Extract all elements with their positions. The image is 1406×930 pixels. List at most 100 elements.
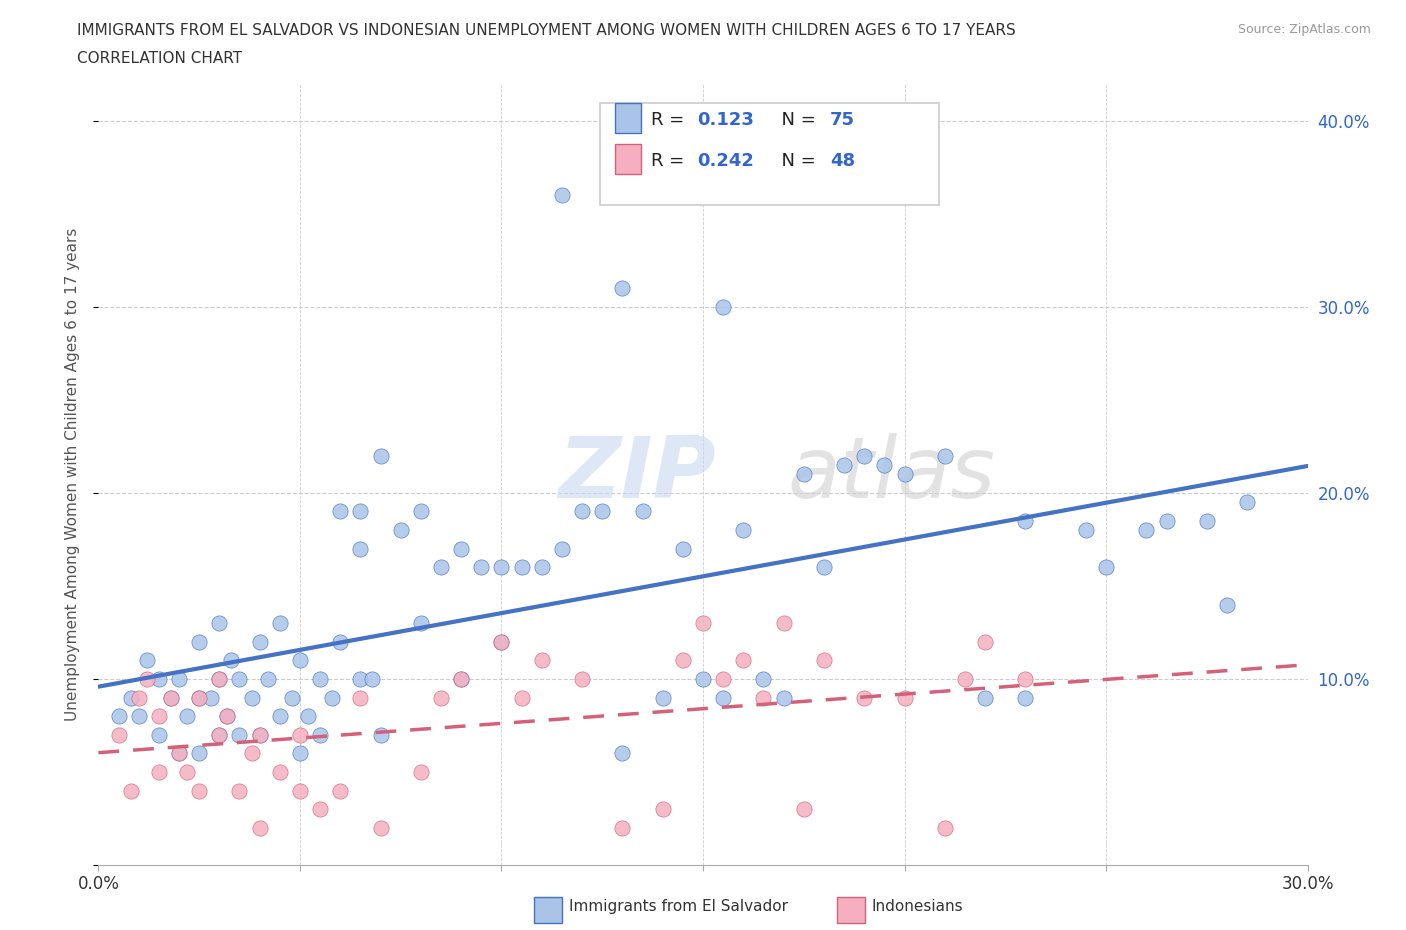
Point (128, 709, 150, 724)
Point (288, 727, 311, 742)
Point (160, 690, 183, 705)
Point (288, 746, 311, 761)
Point (208, 671, 231, 686)
Point (361, 671, 384, 686)
Point (269, 616, 291, 631)
Point (135, 653, 157, 668)
Text: 48: 48 (830, 152, 855, 170)
Point (269, 709, 291, 724)
Point (1074, 523, 1097, 538)
Point (240, 690, 263, 705)
Point (631, 504, 654, 519)
Text: R =: R = (651, 152, 690, 170)
Point (240, 746, 263, 761)
Point (1236, 495, 1258, 510)
Point (672, 541, 695, 556)
Point (188, 783, 211, 798)
Point (329, 783, 352, 798)
Point (370, 820, 392, 835)
Point (309, 671, 332, 686)
Point (349, 504, 371, 519)
Point (409, 504, 432, 519)
Point (128, 690, 150, 705)
Point (297, 709, 319, 724)
Point (1095, 560, 1118, 575)
Point (934, 820, 956, 835)
Point (893, 467, 915, 482)
Point (288, 653, 311, 668)
Point (208, 727, 231, 742)
Point (651, 802, 673, 817)
Text: N =: N = (769, 112, 821, 129)
Point (217, 709, 239, 724)
Point (409, 616, 432, 631)
Point (711, 671, 734, 686)
Point (249, 634, 271, 649)
Point (491, 634, 513, 649)
Point (208, 671, 231, 686)
Point (148, 727, 170, 742)
Point (249, 727, 271, 742)
Point (228, 671, 250, 686)
Point (208, 616, 231, 631)
Point (752, 671, 775, 686)
Point (1195, 513, 1218, 528)
Point (450, 671, 472, 686)
Point (711, 690, 734, 705)
Point (1014, 690, 1036, 705)
Point (651, 690, 673, 705)
Point (571, 671, 593, 686)
FancyBboxPatch shape (600, 103, 939, 205)
Point (813, 653, 835, 668)
Point (288, 783, 311, 798)
Point (176, 764, 198, 779)
Point (107, 709, 129, 724)
Point (188, 690, 211, 705)
Point (672, 653, 695, 668)
Text: 0.123: 0.123 (697, 112, 754, 129)
Point (612, 746, 634, 761)
Point (530, 653, 553, 668)
Point (853, 690, 876, 705)
Point (953, 671, 976, 686)
Y-axis label: Unemployment Among Women with Children Ages 6 to 17 years: Unemployment Among Women with Children A… (65, 228, 80, 721)
Point (612, 281, 634, 296)
Point (167, 671, 190, 686)
Point (188, 690, 211, 705)
Point (873, 458, 896, 472)
Point (853, 448, 876, 463)
Point (370, 448, 392, 463)
Point (1014, 671, 1036, 686)
Point (1135, 523, 1157, 538)
Point (430, 690, 453, 705)
Point (974, 690, 997, 705)
Text: Immigrants from El Salvador: Immigrants from El Salvador (569, 899, 789, 914)
Point (281, 690, 304, 705)
Point (167, 746, 190, 761)
Text: IMMIGRANTS FROM EL SALVADOR VS INDONESIAN UNEMPLOYMENT AMONG WOMEN WITH CHILDREN: IMMIGRANTS FROM EL SALVADOR VS INDONESIA… (77, 23, 1017, 38)
Point (256, 671, 278, 686)
Point (120, 783, 142, 798)
Point (430, 560, 453, 575)
Point (349, 541, 371, 556)
Point (692, 671, 714, 686)
Point (551, 541, 574, 556)
Point (349, 671, 371, 686)
Point (934, 448, 956, 463)
Point (711, 299, 734, 314)
Point (813, 560, 835, 575)
Point (752, 690, 775, 705)
Point (208, 727, 231, 742)
Point (510, 560, 533, 575)
Point (793, 467, 815, 482)
Point (733, 523, 755, 538)
Point (510, 690, 533, 705)
Point (530, 560, 553, 575)
Text: CORRELATION CHART: CORRELATION CHART (77, 51, 242, 66)
Point (309, 727, 332, 742)
Point (571, 504, 593, 519)
Point (160, 690, 183, 705)
Point (148, 764, 170, 779)
Point (491, 560, 513, 575)
Point (329, 634, 352, 649)
